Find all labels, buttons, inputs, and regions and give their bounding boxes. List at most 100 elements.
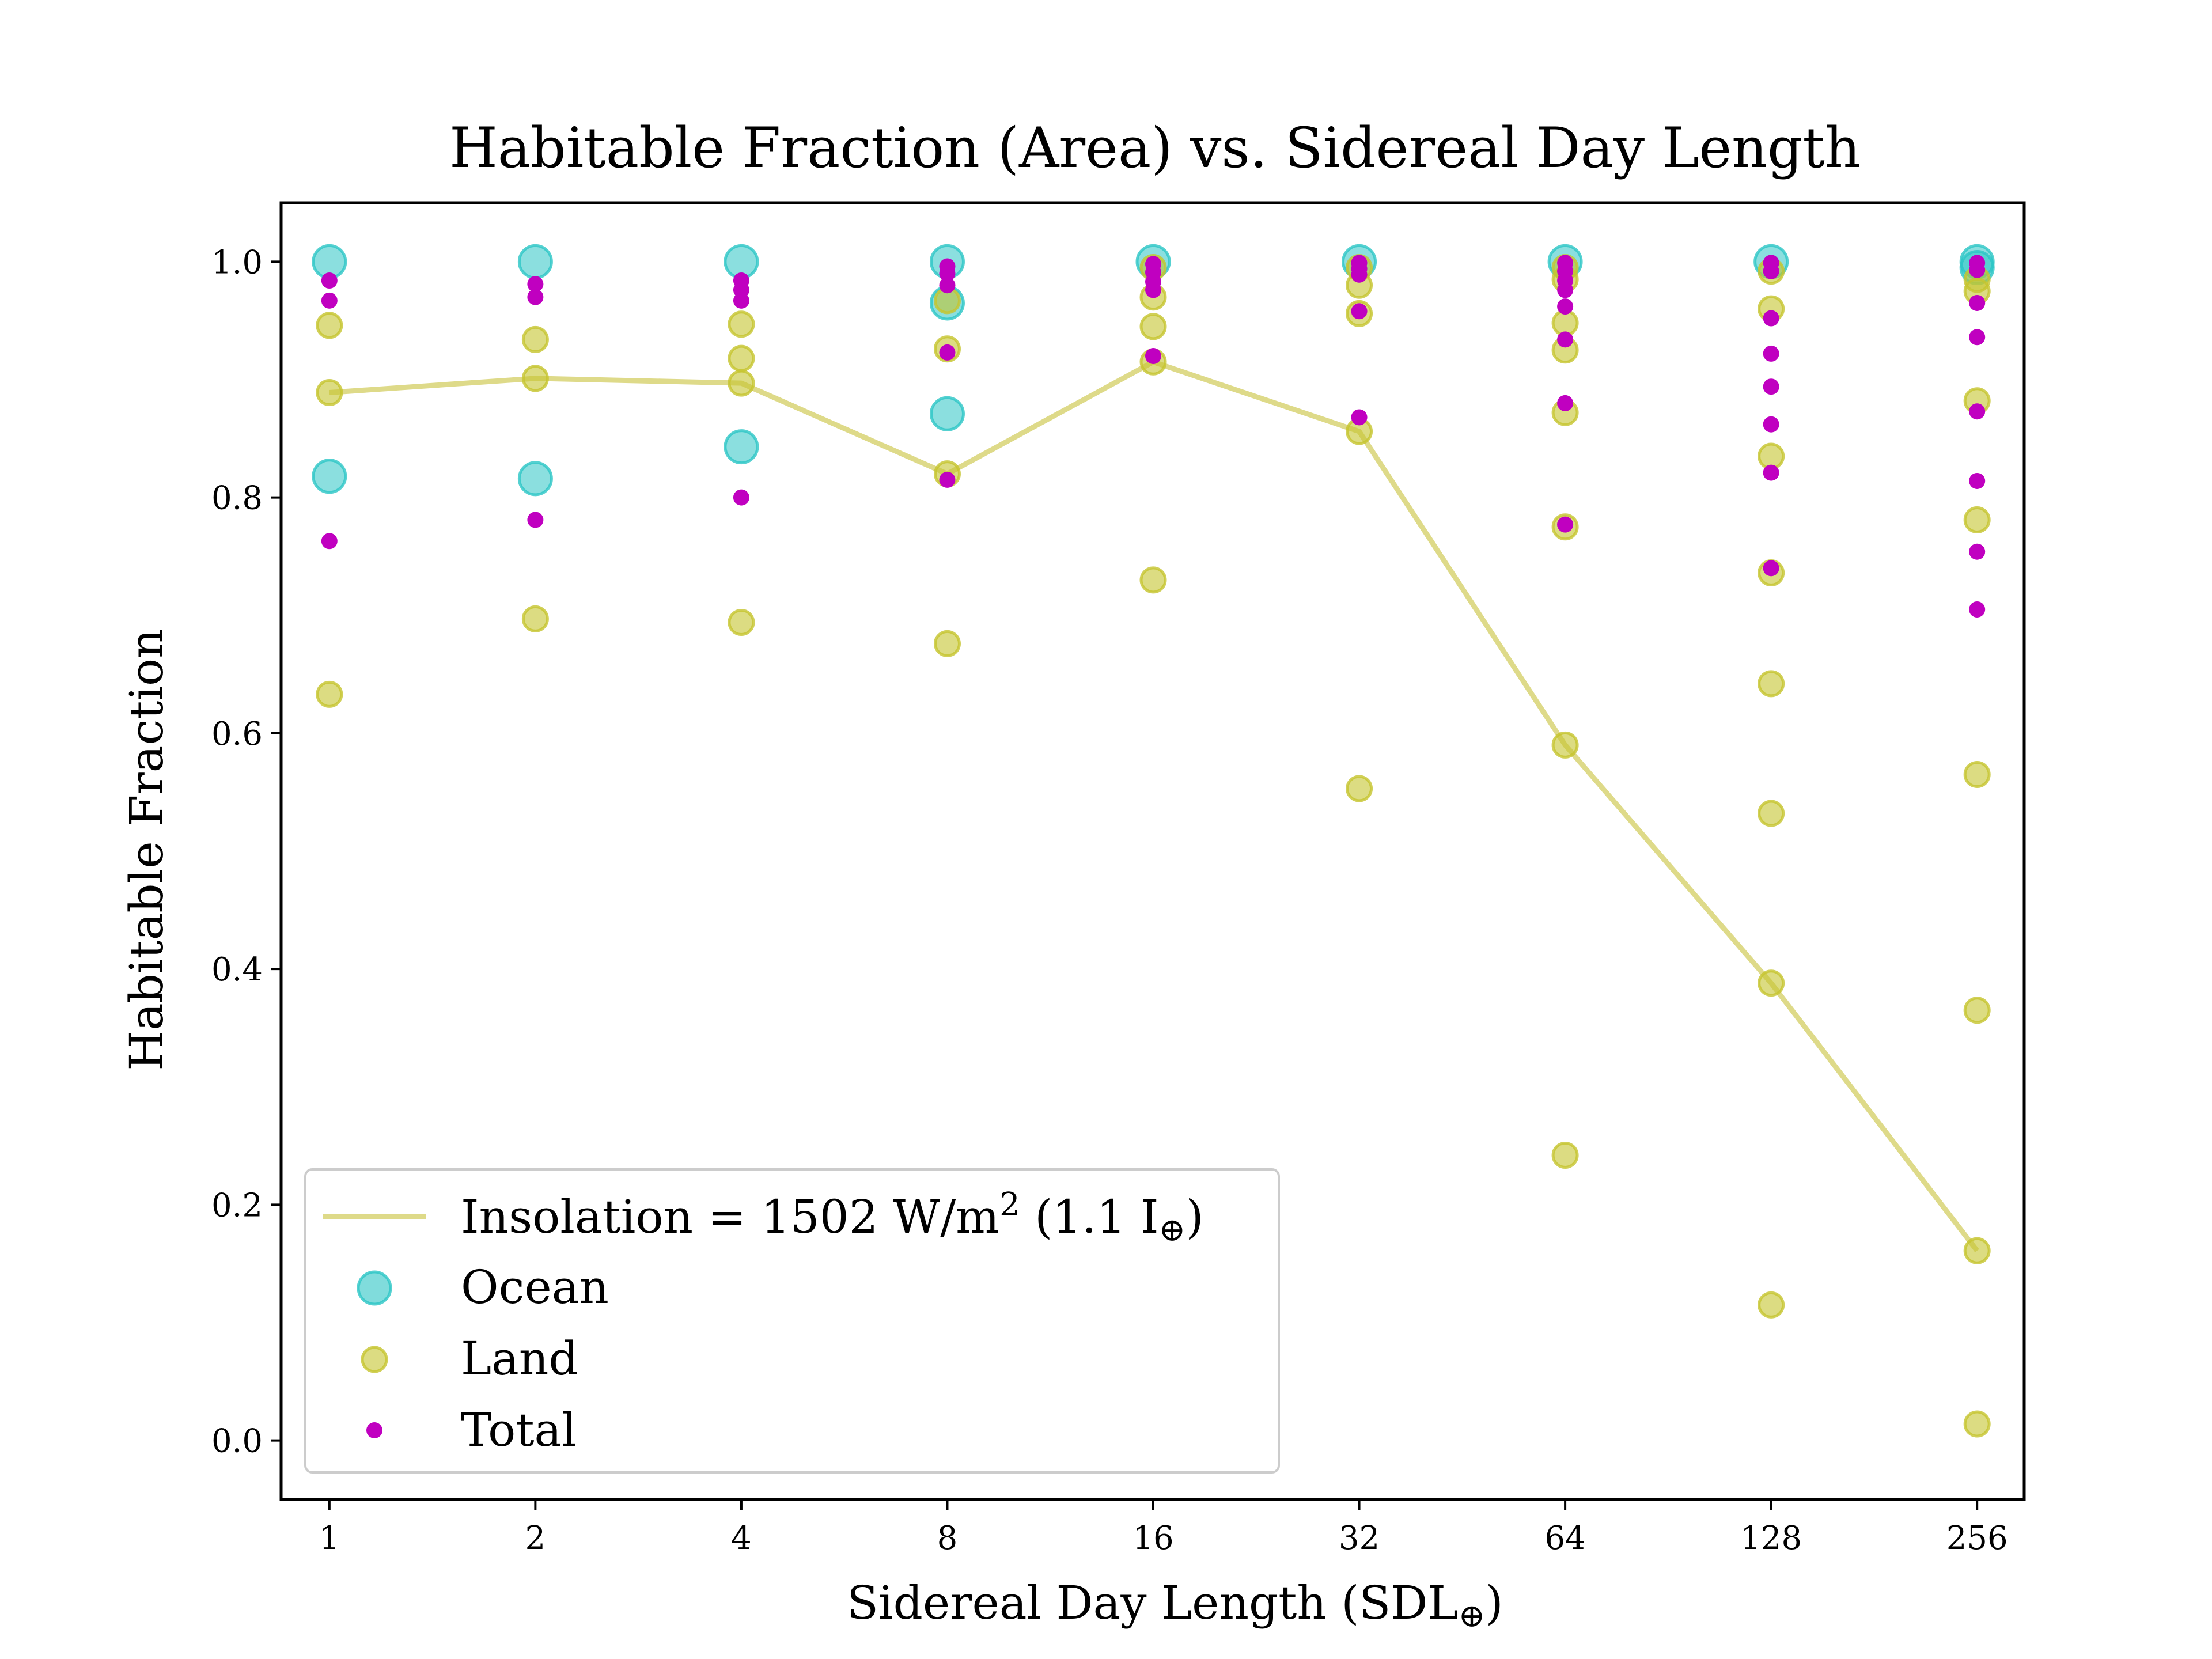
legend-total-label: Total <box>461 1403 577 1457</box>
x-axis-label-main: Sidereal Day Length (SDL <box>847 1576 1458 1630</box>
x-tick-label: 128 <box>1740 1520 1802 1557</box>
total-point <box>1763 378 1779 395</box>
land-point <box>1346 775 1373 802</box>
land-point <box>1758 800 1785 827</box>
total-point <box>939 277 956 294</box>
total-point <box>1969 601 1986 618</box>
total-point <box>733 489 749 506</box>
total-point <box>321 272 338 289</box>
total-point <box>527 276 544 293</box>
legend-line-sub: ⊕ <box>1159 1211 1186 1249</box>
chart-title: Habitable Fraction (Area) vs. Sidereal D… <box>449 116 1861 180</box>
total-point <box>1763 263 1779 279</box>
total-point <box>1969 472 1986 489</box>
x-axis-label-sub: ⊕ <box>1459 1597 1486 1635</box>
total-point <box>1557 395 1574 411</box>
land-point <box>316 312 343 339</box>
total-point <box>1145 348 1162 365</box>
legend-line-label: Insolation = 1502 W/m2 (1.1 I⊕) <box>461 1186 1204 1249</box>
land-point <box>1758 969 1785 997</box>
y-axis-label: Habitable Fraction <box>120 628 173 1070</box>
land-point <box>1963 506 1991 533</box>
land-point <box>1963 997 1991 1024</box>
legend-line-mid: (1.1 I <box>1020 1190 1159 1244</box>
land-point <box>728 369 755 397</box>
x-tick-label: 256 <box>1946 1520 2008 1557</box>
ocean-point <box>517 244 553 279</box>
x-tick-label: 16 <box>1132 1520 1173 1557</box>
y-tick-label: 0.2 <box>211 1187 263 1224</box>
total-point <box>1557 282 1574 298</box>
land-point <box>1758 1291 1785 1319</box>
y-tick-label: 1.0 <box>211 244 263 281</box>
x-axis-label: Sidereal Day Length (SDL⊕) <box>847 1576 1503 1635</box>
ocean-point <box>517 461 553 497</box>
x-axis-label-end: ) <box>1486 1576 1503 1630</box>
x-tick-label: 2 <box>525 1520 546 1557</box>
total-point <box>939 344 956 361</box>
total-point <box>527 289 544 305</box>
land-point <box>933 630 961 657</box>
y-tick-label: 0.8 <box>211 480 263 517</box>
total-point <box>1557 516 1574 533</box>
ocean-point <box>312 459 347 494</box>
total-point <box>1351 303 1368 320</box>
land-point <box>316 378 343 406</box>
legend-ocean-label: Ocean <box>461 1260 609 1314</box>
total-point <box>1969 329 1986 346</box>
y-tick-label: 0.0 <box>211 1423 263 1460</box>
total-point <box>1763 345 1779 362</box>
legend-land-label: Land <box>461 1332 578 1385</box>
land-point <box>1963 760 1991 788</box>
ocean-point <box>724 429 759 465</box>
total-point <box>939 265 956 282</box>
plot-frame <box>279 201 2026 1501</box>
legend-line-suffix: ) <box>1185 1190 1203 1244</box>
total-point <box>1969 543 1986 560</box>
total-point <box>1969 262 1986 278</box>
land-point <box>1963 1237 1991 1264</box>
total-point <box>1763 560 1779 577</box>
total-point <box>1145 282 1162 298</box>
ocean-point <box>929 396 965 431</box>
land-point <box>1963 1410 1991 1438</box>
land-point <box>728 609 755 637</box>
total-point <box>1351 266 1368 283</box>
x-tick-label: 8 <box>937 1520 958 1557</box>
legend-line-prefix: Insolation = 1502 W/m <box>461 1190 999 1244</box>
total-point <box>1557 331 1574 348</box>
x-tick-label: 1 <box>319 1520 340 1557</box>
total-point <box>1763 310 1779 327</box>
land-point <box>521 325 549 353</box>
land-point <box>1551 1141 1579 1169</box>
land-point <box>1139 566 1167 594</box>
total-point <box>1763 416 1779 433</box>
x-axis-ticks: 1 2 4 8 16 32 64 128 256 <box>319 1499 2008 1557</box>
land-point <box>521 605 549 632</box>
land-point <box>521 365 549 392</box>
legend-frame <box>304 1168 1280 1474</box>
land-point <box>728 344 755 372</box>
total-point <box>1969 294 1986 311</box>
x-tick-label: 64 <box>1544 1520 1585 1557</box>
y-tick-label: 0.6 <box>211 715 263 753</box>
total-point <box>733 292 749 309</box>
legend-total-marker <box>366 1422 382 1438</box>
land-point <box>1758 670 1785 698</box>
legend-land-marker <box>361 1346 388 1373</box>
total-point <box>1351 409 1368 426</box>
land-point <box>728 310 755 338</box>
x-tick-label: 4 <box>731 1520 752 1557</box>
x-tick-label: 32 <box>1339 1520 1380 1557</box>
total-point <box>321 533 338 550</box>
legend: Insolation = 1502 W/m2 (1.1 I⊕) Ocean La… <box>304 1168 1280 1474</box>
total-point <box>527 512 544 528</box>
total-point <box>1969 403 1986 420</box>
land-point <box>1551 731 1579 759</box>
legend-ocean-marker <box>357 1270 392 1306</box>
ocean-layer <box>312 244 1995 497</box>
total-layer <box>321 255 1986 618</box>
total-point <box>1763 464 1779 481</box>
land-point <box>316 680 343 708</box>
